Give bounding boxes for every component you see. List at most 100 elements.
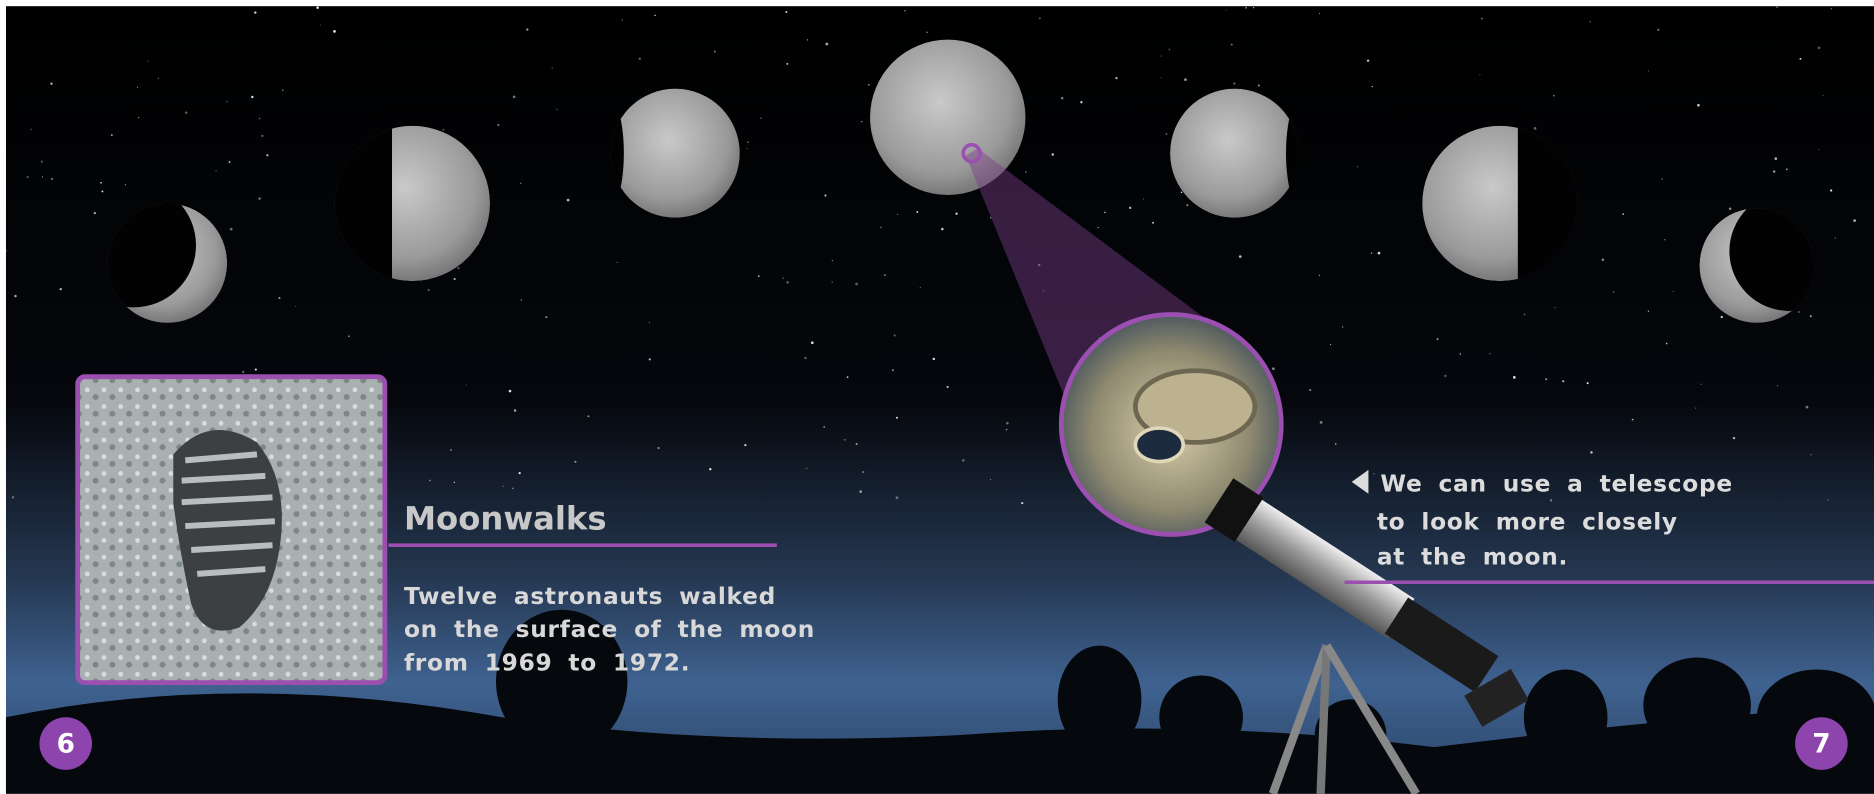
star — [1245, 7, 1247, 9]
star — [1777, 385, 1778, 386]
star — [348, 336, 349, 337]
star — [861, 121, 862, 122]
star — [567, 199, 570, 202]
star — [1729, 207, 1732, 210]
caption-line: to look more closely — [1377, 509, 1678, 536]
star — [1025, 171, 1026, 172]
star — [1143, 199, 1144, 200]
star — [100, 182, 102, 184]
star — [1613, 291, 1615, 293]
star — [1098, 227, 1099, 228]
star — [1553, 95, 1555, 97]
star — [333, 30, 336, 33]
star — [1166, 133, 1168, 135]
star — [1330, 344, 1331, 345]
star — [1697, 104, 1700, 107]
star — [137, 87, 138, 88]
star — [50, 83, 52, 85]
star — [933, 358, 935, 360]
star — [1661, 178, 1662, 179]
star — [94, 212, 96, 214]
star — [649, 322, 650, 323]
star — [926, 32, 927, 33]
star — [261, 135, 263, 137]
star — [649, 358, 651, 360]
star — [1664, 239, 1666, 241]
star — [1039, 17, 1041, 19]
star — [266, 154, 268, 156]
star — [1239, 255, 1242, 258]
star — [125, 184, 126, 185]
star — [1080, 101, 1082, 103]
star — [42, 176, 43, 177]
star — [1374, 473, 1375, 474]
star — [259, 118, 261, 120]
star — [1437, 338, 1439, 340]
star — [758, 275, 760, 277]
star — [1818, 47, 1821, 50]
star — [1806, 406, 1809, 409]
star — [1524, 314, 1526, 316]
star — [1513, 376, 1516, 379]
star — [466, 384, 467, 385]
star — [894, 335, 896, 337]
star — [1226, 10, 1227, 11]
star — [254, 11, 256, 13]
star — [1272, 367, 1275, 370]
star — [278, 297, 280, 299]
star — [147, 61, 148, 62]
star — [1774, 157, 1777, 160]
star — [1554, 307, 1555, 308]
star — [1810, 454, 1811, 455]
star — [512, 487, 514, 489]
star — [1335, 443, 1337, 445]
star — [519, 472, 521, 474]
star — [1786, 168, 1788, 170]
star — [1648, 70, 1649, 71]
body-line: Twelve astronauts walked — [404, 583, 776, 610]
star — [320, 24, 321, 25]
heading: Moonwalks — [404, 500, 607, 538]
star — [709, 468, 711, 470]
star — [1835, 238, 1836, 239]
star — [786, 63, 788, 65]
star — [14, 295, 16, 297]
star — [552, 68, 553, 69]
star — [1545, 378, 1547, 380]
star — [588, 415, 590, 417]
star — [230, 228, 233, 231]
star — [896, 417, 898, 419]
star — [5, 250, 7, 252]
star — [962, 459, 965, 462]
star — [51, 178, 53, 180]
star — [892, 369, 893, 370]
star — [760, 117, 762, 119]
star — [832, 260, 833, 261]
star — [1810, 315, 1812, 317]
star — [1371, 253, 1372, 254]
star — [1061, 97, 1064, 100]
star — [1367, 59, 1369, 61]
star — [1253, 7, 1254, 8]
star — [258, 197, 260, 199]
star — [520, 182, 522, 184]
star — [654, 15, 655, 16]
star — [1233, 82, 1235, 84]
star — [428, 289, 430, 291]
star — [574, 461, 576, 463]
star — [916, 211, 918, 213]
star — [111, 134, 113, 136]
star — [1006, 429, 1007, 430]
star — [714, 51, 716, 53]
star — [1342, 326, 1343, 327]
star — [1590, 451, 1592, 453]
star — [897, 214, 898, 215]
star — [1006, 422, 1009, 425]
star — [1181, 191, 1183, 193]
star — [1701, 384, 1702, 385]
star — [1632, 419, 1634, 421]
star — [429, 480, 431, 482]
book-spread: Moonwalks Twelve astronauts walked on th… — [0, 0, 1874, 794]
star — [832, 282, 833, 283]
star — [825, 43, 828, 46]
